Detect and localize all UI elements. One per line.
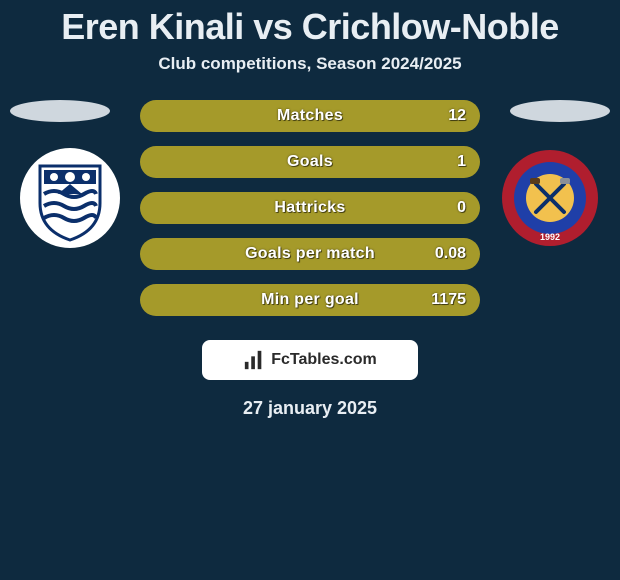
stat-bar: Min per goal 1175 xyxy=(140,284,480,316)
stat-bar-label: Min per goal xyxy=(261,291,359,309)
stat-bar-list: Matches 12 Goals 1 Hattricks 0 Goals per match… xyxy=(140,100,480,316)
stat-bar-label: Hattricks xyxy=(274,199,345,217)
club-badge-left xyxy=(20,148,120,248)
player-oval-left xyxy=(10,100,110,122)
stat-bar-value: 0.08 xyxy=(435,245,466,263)
stat-bar-value: 1 xyxy=(457,153,466,171)
stat-bar-label: Goals per match xyxy=(245,245,375,263)
stat-bar-label: Matches xyxy=(277,107,343,125)
stat-bar-value: 12 xyxy=(448,107,466,125)
subtitle: Club competitions, Season 2024/2025 xyxy=(0,54,620,74)
brand-text: FcTables.com xyxy=(271,351,377,369)
stat-bar-value: 0 xyxy=(457,199,466,217)
stat-bar: Hattricks 0 xyxy=(140,192,480,224)
brand-pill[interactable]: FcTables.com xyxy=(202,340,418,380)
page-title: Eren Kinali vs Crichlow-Noble xyxy=(0,0,620,48)
crest-icon: 1992 xyxy=(500,148,600,248)
stats-card: Eren Kinali vs Crichlow-Noble Club compe… xyxy=(0,0,620,580)
stat-bar: Goals per match 0.08 xyxy=(140,238,480,270)
snapshot-date: 27 january 2025 xyxy=(0,398,620,419)
club-badge-right: 1992 xyxy=(500,148,600,248)
stat-bar-value: 1175 xyxy=(431,291,466,309)
stat-bar: Matches 12 xyxy=(140,100,480,132)
stats-arena: 1992 Matches 12 Goals 1 Hattricks 0 Goals per … xyxy=(0,100,620,316)
svg-text:1992: 1992 xyxy=(540,232,560,242)
shield-icon xyxy=(20,148,120,248)
stat-bar-label: Goals xyxy=(287,153,333,171)
player-oval-right xyxy=(510,100,610,122)
bar-chart-icon xyxy=(243,349,265,371)
stat-bar: Goals 1 xyxy=(140,146,480,178)
